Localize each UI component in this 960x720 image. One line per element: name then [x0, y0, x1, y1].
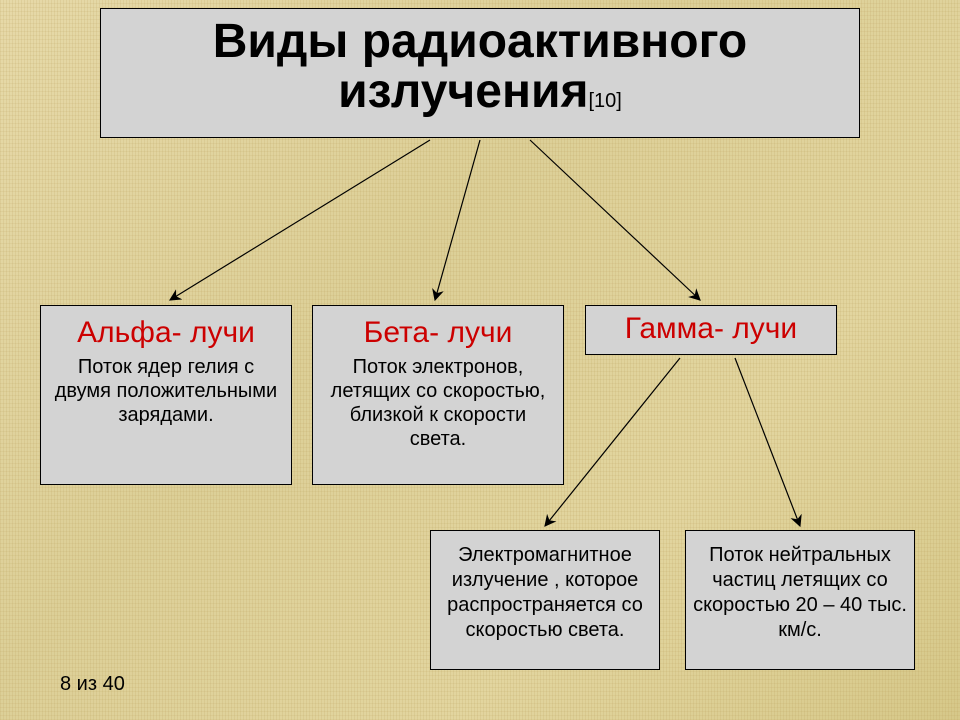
slide-root: Виды радиоактивного излучения[10] Альфа-…	[0, 0, 960, 720]
title-reference: [10]	[589, 90, 622, 112]
node-alpha: Альфа- лучи Поток ядер гелия с двумя пол…	[40, 305, 292, 485]
node-gamma-neutral: Поток нейтральных частиц летящих со скор…	[685, 530, 915, 670]
beta-title: Бета- лучи	[319, 316, 557, 349]
node-gamma: Гамма- лучи	[585, 305, 837, 355]
gamma-neutral-text: Поток нейтральных частиц летящих со скор…	[693, 544, 907, 641]
alpha-desc: Поток ядер гелия с двумя положительными …	[47, 355, 285, 427]
page-number: 8 из 40	[60, 673, 125, 696]
beta-desc: Поток электронов, летящих со скоростью, …	[319, 355, 557, 451]
node-beta: Бета- лучи Поток электронов, летящих со …	[312, 305, 564, 485]
gamma-electromagnetic-text: Электромагнитное излучение , которое рас…	[447, 544, 643, 641]
alpha-title: Альфа- лучи	[47, 316, 285, 349]
gamma-title: Гамма- лучи	[592, 312, 830, 345]
node-gamma-electromagnetic: Электромагнитное излучение , которое рас…	[430, 530, 660, 670]
title-box: Виды радиоактивного излучения[10]	[100, 8, 860, 138]
title-main: Виды радиоактивного излучения	[213, 15, 748, 118]
